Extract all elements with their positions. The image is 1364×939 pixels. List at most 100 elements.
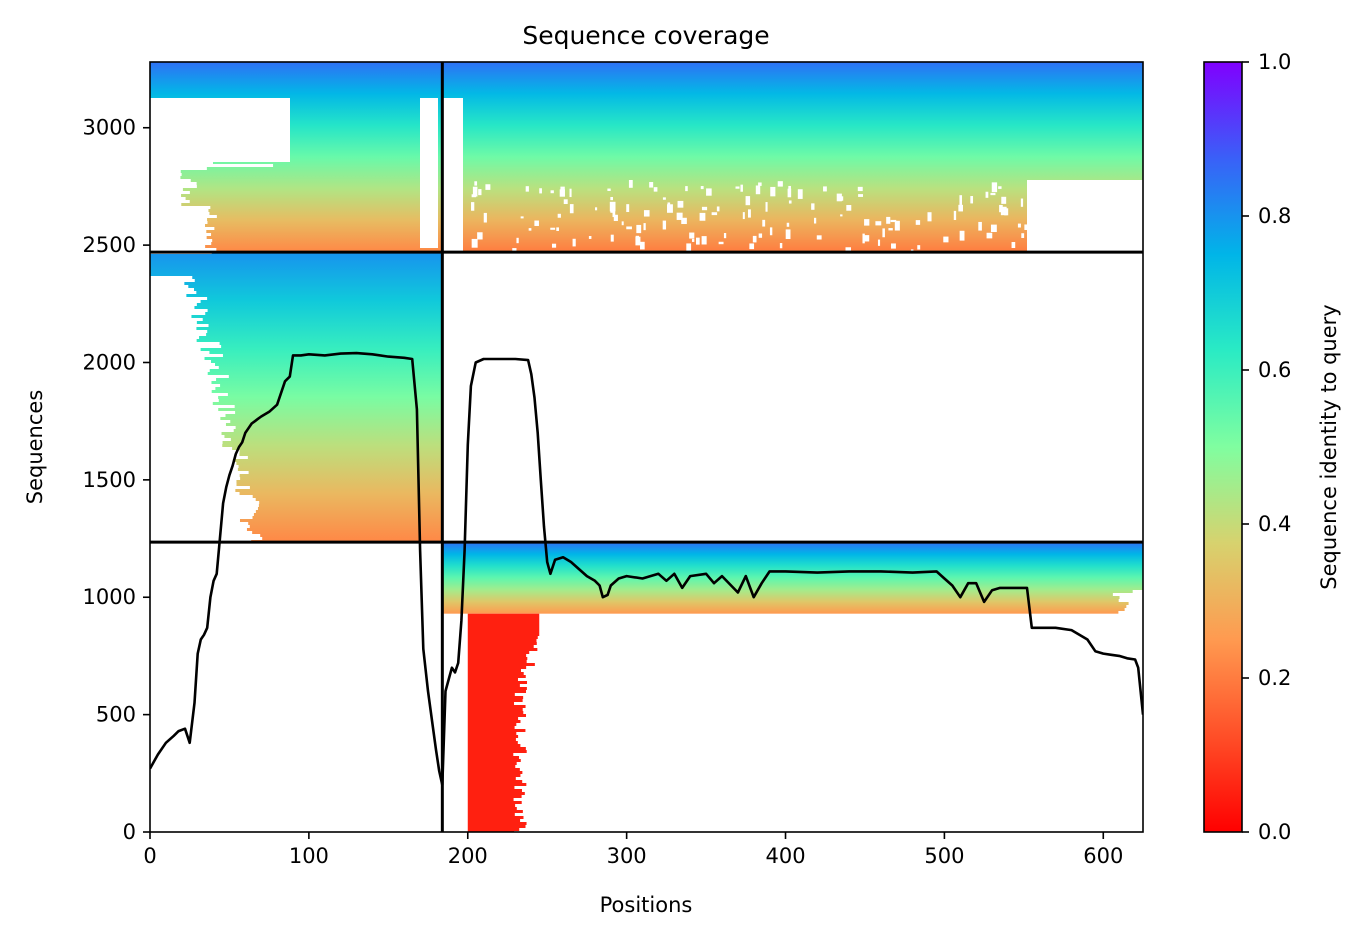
coverage-gap — [150, 239, 213, 242]
coverage-gap — [1124, 608, 1143, 611]
coverage-gap — [572, 238, 576, 247]
coverage-gap — [478, 189, 482, 196]
coverage-gap — [513, 798, 714, 801]
coverage-gap — [516, 723, 717, 726]
coverage-gap — [1062, 241, 1143, 244]
coverage-gap — [150, 378, 217, 381]
coverage-gap — [875, 221, 882, 226]
coverage-gap — [150, 294, 187, 297]
coverage-gap — [150, 483, 237, 486]
coverage-gap — [150, 384, 221, 387]
colorbar-frame — [1203, 61, 1243, 833]
coverage-gap — [537, 636, 738, 639]
coverage-gap — [888, 228, 893, 231]
coverage-gap — [610, 196, 614, 201]
coverage-gap — [150, 276, 193, 279]
coverage-gap — [747, 209, 751, 218]
coverage-gap — [522, 708, 723, 711]
coverage-gap — [471, 202, 475, 211]
coverage-gap — [689, 232, 695, 239]
coverage-gap — [1063, 208, 1143, 211]
coverage-gap — [150, 188, 183, 191]
coverage-gap — [150, 408, 219, 411]
coverage-gap — [514, 786, 715, 789]
x-axis: 0 100 200 300 400 500 600 — [143, 832, 1123, 868]
coverage-blocks — [150, 62, 1143, 832]
coverage-gap — [150, 396, 219, 399]
coverage-gap — [864, 219, 870, 226]
coverage-gap — [927, 212, 932, 222]
coverage-gap — [699, 212, 706, 221]
coverage-gap — [522, 771, 723, 774]
colorbar-label: Sequence identity to query — [1317, 304, 1341, 589]
coverage-gap — [150, 203, 182, 206]
coverage-gap — [150, 357, 205, 360]
coverage-gap — [991, 182, 998, 193]
coverage-gap — [150, 306, 195, 309]
coverage-gap — [595, 207, 598, 211]
coverage-gap — [516, 237, 519, 244]
coverage-gap — [485, 184, 491, 190]
coverage-gap — [150, 444, 223, 447]
y-tick-label: 500 — [96, 703, 136, 727]
coverage-gap — [526, 822, 727, 825]
coverage-gap — [150, 519, 240, 522]
coverage-gap — [150, 176, 181, 179]
coverage-gap — [691, 238, 695, 242]
coverage-gap — [520, 759, 721, 762]
coverage-gap — [978, 221, 982, 231]
coverage-gap — [150, 438, 231, 441]
coverage-gap — [150, 435, 225, 438]
coverage-gap — [150, 426, 236, 429]
coverage-gap — [559, 189, 565, 197]
coverage-gap — [150, 486, 250, 489]
coverage-gap — [662, 197, 666, 200]
coverage-gap — [150, 300, 201, 303]
coverage-gap — [662, 220, 667, 230]
coverage-gap — [515, 738, 716, 741]
coverage-gap — [786, 222, 790, 227]
coverage-gap — [886, 216, 891, 224]
coverage-gap — [150, 194, 182, 197]
y-axis: 0 500 1000 1500 2000 2500 3000 — [83, 116, 150, 844]
coverage-gap — [150, 303, 197, 306]
coverage-gap — [523, 816, 724, 819]
coverage-gap — [150, 501, 260, 504]
coverage-gap — [150, 333, 207, 336]
coverage-gap — [986, 232, 993, 239]
coverage-gap — [1128, 602, 1143, 605]
coverage-gap — [471, 238, 478, 248]
coverage-gap — [150, 297, 208, 300]
coverage-gap — [569, 188, 572, 198]
coverage-gap — [150, 411, 236, 414]
coverage-gap — [516, 732, 717, 735]
coverage-gap — [1020, 198, 1024, 207]
coverage-gap — [150, 462, 237, 465]
coverage-gap — [1051, 244, 1143, 247]
coverage-gap — [150, 164, 274, 167]
coverage-gap — [990, 192, 996, 196]
coverage-gap — [745, 196, 751, 206]
coverage-gap — [706, 188, 712, 196]
coverage-gap — [150, 221, 208, 224]
coverage-gap — [150, 242, 212, 245]
coverage-gap — [150, 345, 222, 348]
coverage-gap — [521, 789, 722, 792]
colorbar-tick-label: 0.8 — [1258, 204, 1291, 228]
coverage-gap — [150, 318, 203, 321]
coverage-gap — [752, 235, 757, 243]
coverage-gap — [533, 645, 734, 648]
coverage-gap — [518, 717, 719, 720]
coverage-gap — [546, 627, 747, 630]
coverage-gap — [609, 201, 616, 212]
coverage-gap — [150, 516, 253, 519]
coverage-gap — [150, 510, 256, 513]
coverage-gap — [150, 393, 228, 396]
coverage-gap — [543, 624, 744, 627]
coverage-gap — [546, 630, 747, 633]
coverage-gap — [526, 654, 727, 657]
coverage-gap — [667, 204, 673, 213]
coverage-gap — [520, 744, 721, 747]
coverage-gap — [150, 324, 209, 327]
coverage-gap — [516, 762, 717, 765]
